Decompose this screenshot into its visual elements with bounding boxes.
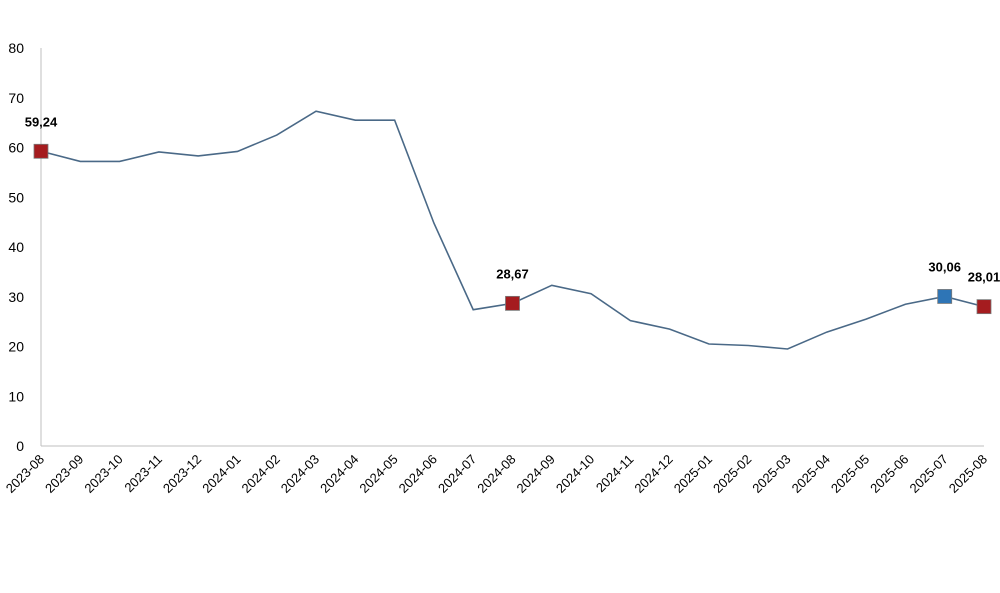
y-tick-label: 10 [8, 388, 24, 404]
x-axis-ticks: 2023-082023-092023-102023-112023-122024-… [3, 452, 990, 496]
data-point-marker [33, 143, 49, 159]
x-tick-label: 2025-05 [828, 452, 872, 496]
series-group [40, 110, 985, 350]
data-label: 28,01 [968, 270, 1000, 285]
x-tick-label: 2024-03 [278, 452, 322, 496]
x-tick-label: 2023-09 [42, 452, 86, 496]
y-tick-label: 60 [8, 140, 24, 156]
x-tick-label: 2024-09 [514, 452, 558, 496]
data-point-marker [937, 289, 953, 304]
x-tick-label: 2025-06 [867, 452, 911, 496]
x-tick-label: 2024-10 [553, 452, 597, 496]
x-tick-label: 2025-08 [946, 452, 990, 496]
x-tick-label: 2023-08 [3, 452, 47, 496]
x-tick-label: 2025-04 [789, 452, 833, 496]
data-label: 28,67 [496, 266, 529, 281]
data-label: 59,24 [25, 114, 58, 129]
chart-axes [40, 48, 984, 447]
data-point-marker [976, 299, 992, 315]
x-tick-label: 2025-02 [710, 452, 754, 496]
y-tick-label: 30 [8, 289, 24, 305]
x-tick-label: 2025-03 [749, 452, 793, 496]
x-tick-label: 2023-10 [81, 452, 125, 496]
x-tick-label: 2023-11 [121, 452, 165, 496]
y-tick-label: 80 [8, 40, 24, 56]
x-tick-label: 2023-12 [160, 452, 204, 496]
x-tick-label: 2024-11 [593, 452, 637, 496]
x-tick-label: 2024-08 [474, 452, 518, 496]
x-tick-label: 2024-01 [199, 452, 243, 496]
y-tick-label: 70 [8, 90, 24, 106]
y-tick-label: 20 [8, 339, 24, 355]
y-axis-ticks: 0 10 20 30 40 50 60 70 80 [8, 40, 24, 454]
data-label-group: 59,24 28,67 30,06 28,01 [25, 114, 1000, 284]
y-tick-label: 40 [8, 239, 24, 255]
x-tick-label: 2025-01 [671, 452, 715, 496]
y-tick-label: 50 [8, 189, 24, 205]
y-tick-label: 0 [16, 438, 24, 454]
data-label: 30,06 [928, 259, 961, 274]
data-point-marker [505, 295, 520, 311]
x-tick-label: 2024-02 [239, 452, 283, 496]
x-tick-label: 2025-07 [906, 452, 950, 496]
marker-group [33, 143, 992, 315]
series-line [40, 110, 985, 350]
x-tick-label: 2024-12 [631, 452, 675, 496]
x-tick-label: 2024-07 [435, 452, 479, 496]
x-tick-label: 2024-06 [396, 452, 440, 496]
x-tick-label: 2024-05 [356, 452, 400, 496]
x-tick-label: 2024-04 [317, 452, 361, 496]
